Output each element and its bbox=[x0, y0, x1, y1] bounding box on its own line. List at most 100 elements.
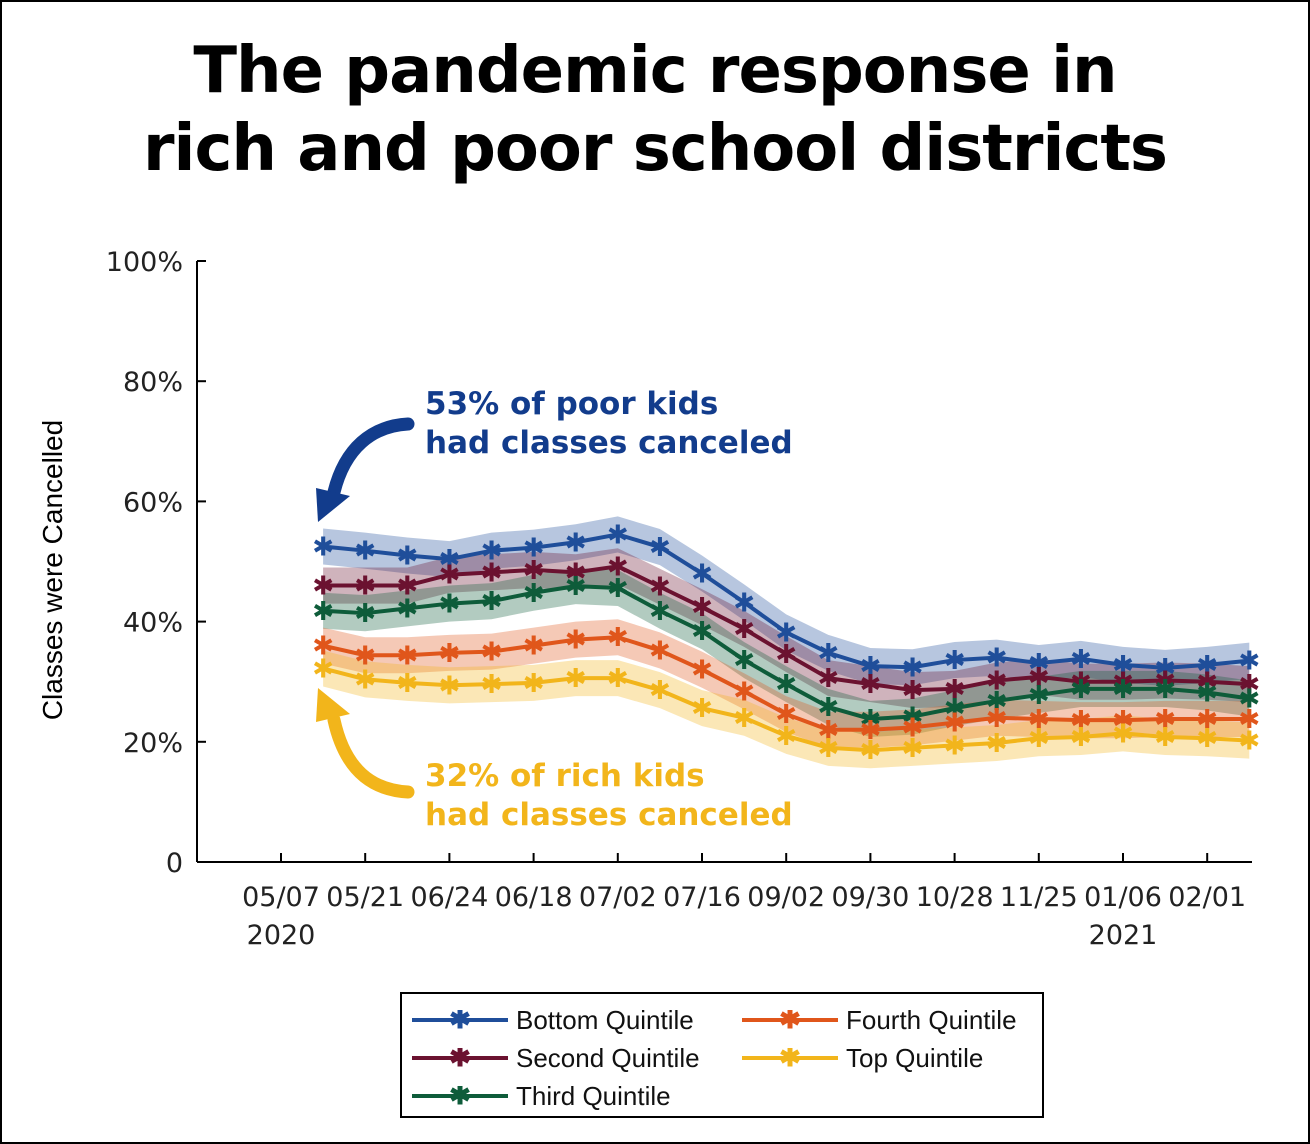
data-point: ✱ bbox=[902, 713, 924, 743]
data-point: ✱ bbox=[902, 703, 924, 733]
data-point: ✱ bbox=[944, 646, 966, 676]
data-point: ✱ bbox=[860, 652, 882, 682]
data-point: ✱ bbox=[481, 537, 503, 567]
data-point: ✱ bbox=[607, 664, 629, 694]
data-point: ✱ bbox=[1154, 666, 1176, 696]
data-point: ✱ bbox=[775, 700, 797, 730]
data-point: ✱ bbox=[354, 572, 376, 602]
y-tick-label: 0 bbox=[166, 848, 183, 879]
data-point: ✱ bbox=[944, 731, 966, 761]
data-point: ✱ bbox=[649, 573, 671, 603]
data-point: ✱ bbox=[607, 623, 629, 653]
data-point: ✱ bbox=[1112, 675, 1134, 705]
poor-arrow bbox=[327, 417, 415, 499]
data-point: ✱ bbox=[1028, 663, 1050, 693]
data-point: ✱ bbox=[817, 639, 839, 669]
data-point: ✱ bbox=[481, 558, 503, 588]
data-point: ✱ bbox=[1196, 668, 1218, 698]
data-point: ✱ bbox=[733, 588, 755, 618]
data-point: ✱ bbox=[396, 572, 418, 602]
y-tick-label: 80% bbox=[123, 367, 183, 398]
data-point: ✱ bbox=[775, 722, 797, 752]
series-line bbox=[322, 584, 1250, 721]
x-year-label: 2021 bbox=[1089, 920, 1158, 951]
data-point: ✱ bbox=[565, 528, 587, 558]
x-tick-label: 07/02 bbox=[579, 882, 657, 913]
data-point: ✱ bbox=[1028, 681, 1050, 711]
series-markers: ✱ ✱ ✱ ✱ ✱ ✱ ✱ ✱ ✱ ✱ ✱ ✱ ✱ ✱ ✱ ✱ ✱ ✱ ✱ ✱ ✱ ✱ ✱ ✱ ✱ ✱ ✱ ✱ ✱ ✱ ✱ ✱ ✱ ✱ ✱ ✱ ✱ ✱ ✱ ✱… bbox=[312, 520, 1260, 766]
data-point: ✱ bbox=[986, 729, 1008, 759]
x-tick-label: 06/24 bbox=[410, 882, 488, 913]
data-point: ✱ bbox=[354, 665, 376, 695]
data-point: ✱ bbox=[944, 675, 966, 705]
svg-text:✱: ✱ bbox=[779, 1048, 801, 1068]
data-point: ✱ bbox=[733, 704, 755, 734]
data-point: ✱ bbox=[523, 579, 545, 609]
legend-label: Top Quintile bbox=[846, 1042, 984, 1073]
data-point: ✱ bbox=[523, 632, 545, 662]
data-point: ✱ bbox=[354, 641, 376, 671]
x-ticks: 05/07 05/21 06/24 06/18 07/02 07/16 09/02 09/30… bbox=[242, 853, 1246, 951]
data-point: ✱ bbox=[902, 734, 924, 764]
y-tick-label: 20% bbox=[123, 728, 183, 759]
legend-label: Third Quintile bbox=[516, 1080, 671, 1111]
data-point: ✱ bbox=[396, 541, 418, 571]
axes bbox=[196, 261, 1252, 863]
legend-label: Bottom Quintile bbox=[516, 1004, 694, 1035]
data-point: ✱ bbox=[1196, 679, 1218, 709]
data-point: ✱ bbox=[565, 572, 587, 602]
data-point: ✱ bbox=[354, 599, 376, 629]
x-tick-label: 11/25 bbox=[1000, 882, 1078, 913]
data-point: ✱ bbox=[1028, 649, 1050, 679]
data-point: ✱ bbox=[691, 656, 713, 686]
data-point: ✱ bbox=[1070, 706, 1092, 736]
x-tick-label: 06/18 bbox=[495, 882, 573, 913]
title-line-2: rich and poor school districts bbox=[142, 112, 1168, 186]
data-point: ✱ bbox=[817, 716, 839, 746]
data-point: ✱ bbox=[1112, 668, 1134, 698]
data-point: ✱ bbox=[312, 597, 334, 627]
legend-item-top-quintile: ✱ Top Quintile bbox=[742, 1041, 983, 1075]
data-point: ✱ bbox=[1154, 654, 1176, 684]
rich-arrow bbox=[327, 713, 415, 799]
x-tick-label: 09/02 bbox=[747, 882, 825, 913]
data-point: ✱ bbox=[691, 560, 713, 590]
x-tick-label: 05/07 bbox=[242, 882, 320, 913]
chart-title: The pandemic response in rich and poor s… bbox=[0, 32, 1310, 188]
confidence-band bbox=[323, 568, 1250, 737]
data-point: ✱ bbox=[944, 694, 966, 724]
data-point: ✱ bbox=[523, 534, 545, 564]
svg-text:✱: ✱ bbox=[779, 1010, 801, 1030]
data-point: ✱ bbox=[649, 676, 671, 706]
x-tick-label: 02/01 bbox=[1168, 882, 1246, 913]
legend-swatch-third: ✱ bbox=[412, 1086, 508, 1106]
x-tick-label: 07/16 bbox=[663, 882, 741, 913]
rich-annotation: 32% of rich kids had classes canceled bbox=[425, 757, 793, 835]
data-point: ✱ bbox=[902, 653, 924, 683]
x-tick-label: 01/06 bbox=[1084, 882, 1162, 913]
legend-swatch-top: ✱ bbox=[742, 1048, 838, 1068]
rich-annotation-line-1: 32% of rich kids bbox=[425, 758, 705, 794]
data-point: ✱ bbox=[439, 671, 461, 701]
data-point: ✱ bbox=[312, 654, 334, 684]
data-point: ✱ bbox=[817, 664, 839, 694]
legend: ✱ Bottom Quintile ✱ Fourth Quintile ✱ Se… bbox=[400, 992, 1044, 1118]
data-point: ✱ bbox=[817, 734, 839, 764]
data-point: ✱ bbox=[1238, 670, 1260, 700]
data-point: ✱ bbox=[1070, 668, 1092, 698]
data-point: ✱ bbox=[1028, 705, 1050, 735]
data-point: ✱ bbox=[565, 626, 587, 656]
data-point: ✱ bbox=[986, 704, 1008, 734]
data-point: ✱ bbox=[607, 552, 629, 582]
svg-text:✱: ✱ bbox=[449, 1010, 471, 1030]
data-point: ✱ bbox=[1238, 727, 1260, 757]
poor-arrowhead bbox=[316, 488, 350, 522]
data-point: ✱ bbox=[1070, 645, 1092, 675]
legend-item-bottom-quintile: ✱ Bottom Quintile bbox=[412, 1003, 694, 1037]
data-point: ✱ bbox=[860, 716, 882, 746]
data-point: ✱ bbox=[396, 669, 418, 699]
data-point: ✱ bbox=[523, 669, 545, 699]
annotation-arrows bbox=[316, 417, 415, 799]
title-line-1: The pandemic response in bbox=[193, 34, 1117, 108]
